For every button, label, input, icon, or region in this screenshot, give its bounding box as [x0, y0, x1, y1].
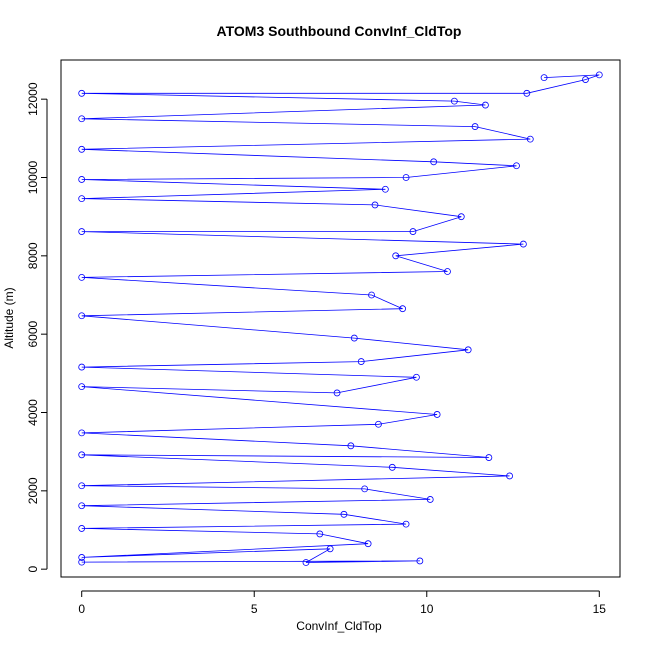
- data-point: [540, 74, 548, 82]
- data-point: [409, 228, 417, 235]
- data-point: [485, 454, 493, 461]
- data-point: [433, 411, 441, 418]
- data-point: [402, 174, 410, 181]
- data-point: [506, 472, 513, 480]
- data-point: [78, 176, 86, 183]
- x-tick-label: 15: [593, 602, 607, 616]
- data-point: [582, 76, 589, 83]
- y-tick-label: 4000: [26, 399, 40, 426]
- data-point: [78, 502, 86, 510]
- data-point: [388, 463, 396, 471]
- data-point: [78, 525, 86, 532]
- data-point: [523, 89, 531, 97]
- data-point: [392, 252, 400, 260]
- data-point: [464, 346, 472, 354]
- axes: 0 5 10 15 0 2000 4000 6000 8000 10000 12000: [26, 82, 606, 616]
- series-line: [81, 74, 600, 563]
- x-tick-label: 0: [78, 602, 85, 616]
- y-tick-label: 8000: [26, 242, 40, 269]
- data-point: [526, 135, 534, 143]
- data-point: [78, 273, 86, 281]
- data-point: [519, 240, 527, 248]
- data-point: [375, 420, 382, 428]
- y-axis-label: Altitude (m): [2, 287, 16, 348]
- data-point: [450, 97, 458, 105]
- data-point: [78, 89, 86, 97]
- data-point: [371, 201, 379, 209]
- data-point: [78, 482, 86, 490]
- data-point: [302, 559, 310, 566]
- data-point: [381, 185, 389, 193]
- data-point: [471, 123, 479, 130]
- y-tick-label: 0: [26, 566, 40, 573]
- data-point: [316, 530, 324, 538]
- data-point: [326, 545, 334, 553]
- data-point: [357, 358, 365, 365]
- data-point: [347, 442, 355, 450]
- y-tick-label: 12000: [26, 82, 40, 116]
- data-point: [416, 557, 424, 565]
- data-point: [78, 558, 86, 566]
- data-point: [78, 115, 86, 123]
- data-point: [364, 540, 372, 548]
- data-point: [368, 291, 375, 299]
- data-point: [482, 101, 489, 109]
- data-point: [78, 228, 86, 235]
- data-point: [78, 554, 86, 561]
- y-tick-label: 2000: [26, 477, 40, 504]
- data-point: [444, 268, 451, 275]
- data-point: [595, 71, 603, 79]
- data-point: [78, 195, 86, 203]
- x-tick-label: 10: [420, 602, 434, 616]
- data-point: [430, 158, 438, 166]
- data-point: [78, 312, 86, 320]
- data-point: [402, 520, 410, 528]
- y-tick-label: 6000: [26, 320, 40, 347]
- chart-title: ATOM3 Southbound ConvInf_CldTop: [217, 23, 462, 39]
- plot-area: [78, 71, 603, 566]
- data-point: [350, 334, 358, 342]
- data-point: [333, 389, 341, 397]
- data-point: [457, 213, 465, 221]
- y-tick-label: 10000: [26, 160, 40, 194]
- data-point: [78, 145, 86, 153]
- data-point: [78, 429, 86, 437]
- data-point: [413, 373, 420, 381]
- data-point: [361, 485, 369, 493]
- data-point: [399, 305, 407, 313]
- x-axis-label: ConvInf_CldTop: [296, 619, 382, 633]
- data-point: [78, 451, 86, 459]
- plot-border: [60, 59, 621, 578]
- data-point: [78, 363, 86, 371]
- data-point: [78, 383, 86, 391]
- data-point: [426, 496, 434, 503]
- data-point: [340, 510, 348, 518]
- data-point: [513, 162, 520, 170]
- x-tick-label: 5: [251, 602, 258, 616]
